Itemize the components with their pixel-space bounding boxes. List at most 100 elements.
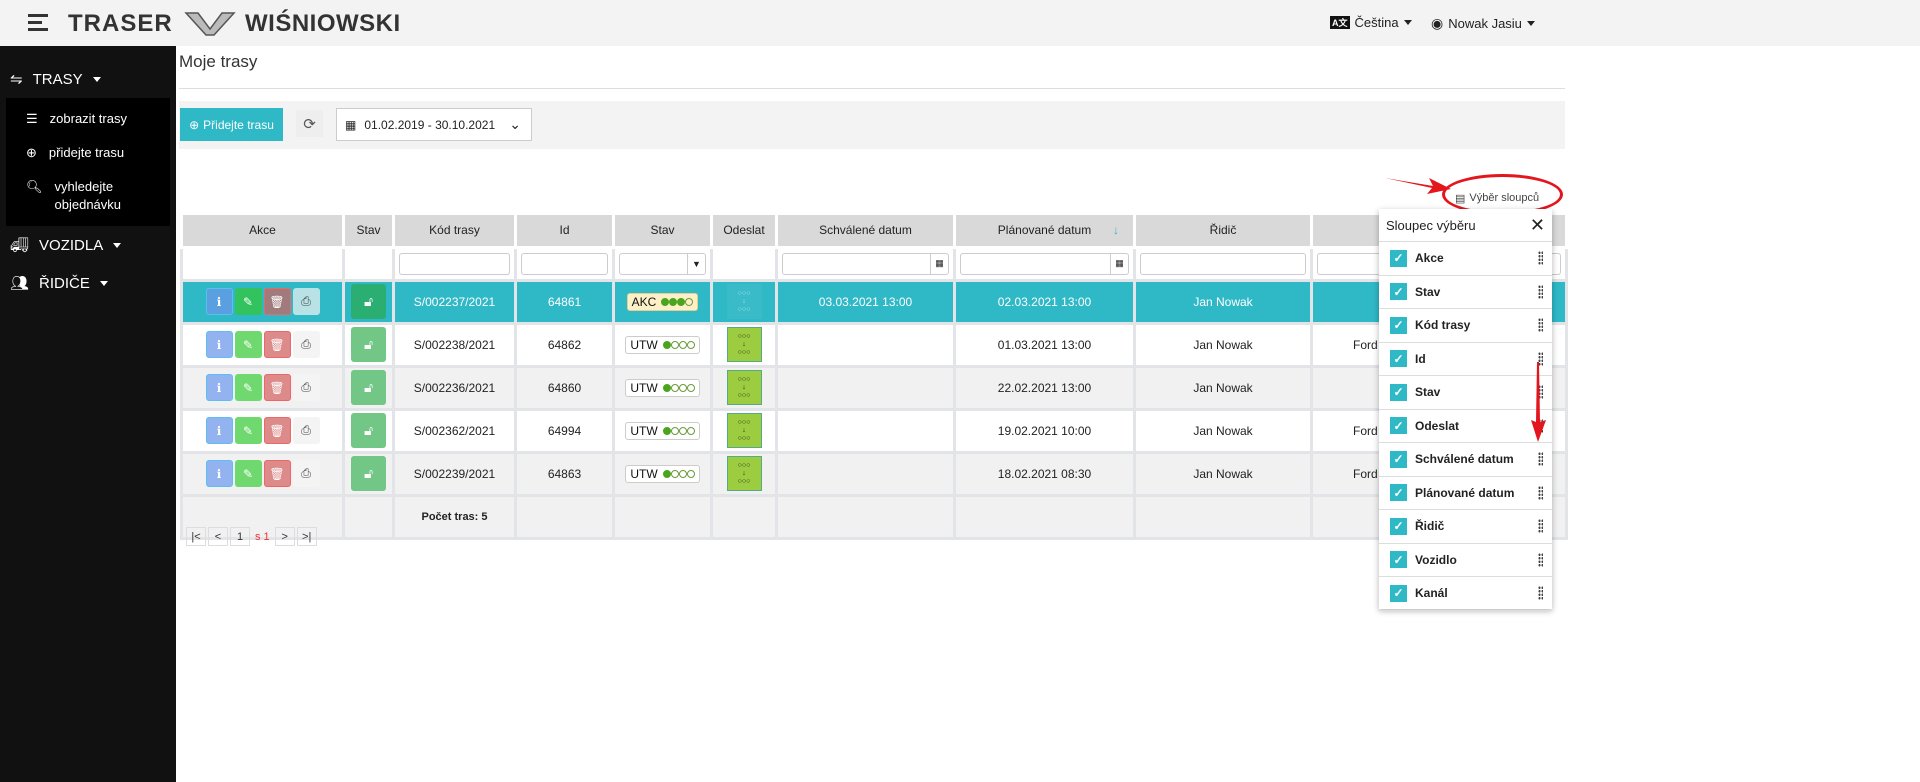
sidebar-item-trasy[interactable]: ⇋ TRASY	[0, 60, 176, 98]
column-header[interactable]: Id	[514, 215, 615, 249]
sidebar-item-zobrazit-trasy[interactable]: ☰ zobrazit trasy	[26, 111, 127, 126]
delete-button[interactable]: 🗑︎	[263, 374, 291, 401]
column-option[interactable]: ✓ Akce	[1379, 242, 1552, 276]
drag-handle-icon[interactable]	[1538, 251, 1543, 265]
table-row[interactable]: ℹ ✎ 🗑︎ ⎙ 🔓︎ S/002237/2021 64861 AKC ○○○ ↓ ○○○…	[180, 278, 1568, 325]
column-header[interactable]: Odeslat	[710, 215, 778, 249]
close-icon[interactable]: ✕	[1529, 214, 1545, 235]
column-option[interactable]: ✓ Plánované datum	[1379, 477, 1552, 510]
edit-button[interactable]: ✎	[234, 374, 262, 401]
info-button[interactable]: ℹ	[205, 288, 233, 315]
first-page-button[interactable]: |<	[186, 527, 206, 546]
column-header[interactable]: Kód trasy	[392, 215, 517, 249]
delete-button[interactable]: 🗑︎	[263, 288, 291, 315]
send-button[interactable]: ○○○ ↓ ○○○	[726, 456, 762, 492]
drag-handle-icon[interactable]	[1538, 586, 1543, 600]
checkbox-checked-icon[interactable]: ✓	[1390, 584, 1407, 602]
print-button[interactable]: ⎙	[292, 331, 320, 358]
drag-handle-icon[interactable]	[1538, 485, 1543, 500]
column-option[interactable]: ✓ Stav	[1379, 276, 1552, 309]
drag-handle-icon[interactable]	[1538, 385, 1543, 399]
page-input[interactable]: 1	[230, 527, 250, 546]
info-button[interactable]: ℹ	[205, 460, 233, 487]
print-button[interactable]: ⎙	[292, 460, 320, 487]
checkbox-checked-icon[interactable]: ✓	[1390, 283, 1407, 301]
column-option[interactable]: ✓ Odeslat	[1379, 410, 1552, 443]
next-page-button[interactable]: >	[274, 527, 295, 546]
checkbox-checked-icon[interactable]: ✓	[1390, 350, 1407, 368]
prev-page-button[interactable]: <	[208, 527, 228, 546]
table-row[interactable]: ℹ ✎ 🗑︎ ⎙ 🔓︎ S/002238/2021 64862 UTW ○○○ ↓ ○○○…	[180, 321, 1568, 368]
unlock-button[interactable]: 🔓︎	[351, 284, 386, 319]
add-route-button[interactable]: ⊕ Přidejte trasu	[180, 108, 283, 141]
print-button[interactable]: ⎙	[292, 417, 320, 444]
edit-button[interactable]: ✎	[234, 288, 262, 315]
drag-handle-icon[interactable]	[1538, 452, 1543, 466]
last-page-button[interactable]: >|	[296, 527, 317, 546]
info-button[interactable]: ℹ	[205, 417, 233, 444]
hamburger-menu-icon[interactable]	[28, 14, 48, 35]
info-button[interactable]: ℹ	[205, 374, 233, 401]
delete-button[interactable]: 🗑︎	[263, 331, 291, 358]
column-option[interactable]: ✓ Id	[1379, 343, 1552, 376]
checkbox-checked-icon[interactable]: ✓	[1390, 316, 1407, 334]
unlock-button[interactable]: 🔓︎	[351, 456, 386, 491]
send-button[interactable]: ○○○ ↓ ○○○	[726, 370, 762, 406]
send-button[interactable]: ○○○ ↓ ○○○	[726, 284, 762, 320]
info-button[interactable]: ℹ	[205, 331, 233, 358]
sidebar-item-vyhledejte-objednavku[interactable]: 🔍︎ vyhledejte objednávku	[26, 179, 122, 212]
filter-input[interactable]	[399, 252, 510, 275]
language-dropdown[interactable]: A文 Čeština	[1330, 15, 1412, 30]
checkbox-checked-icon[interactable]: ✓	[1390, 551, 1407, 569]
column-option[interactable]: ✓ Kód trasy	[1379, 309, 1552, 343]
unlock-button[interactable]: 🔓︎	[351, 370, 386, 405]
edit-button[interactable]: ✎	[234, 417, 262, 444]
column-header[interactable]: Řidič	[1133, 215, 1313, 249]
filter-input[interactable]: ▼	[619, 252, 706, 275]
sidebar-item-ridice[interactable]: 👥︎ ŘIDIČE	[0, 264, 176, 302]
column-option[interactable]: ✓ Stav	[1379, 376, 1552, 410]
column-header[interactable]: Stav	[342, 215, 395, 249]
filter-input[interactable]: ▦	[960, 252, 1129, 275]
column-header[interactable]: Stav	[612, 215, 713, 249]
column-option[interactable]: ✓ Řidič	[1379, 510, 1552, 544]
drag-handle-icon[interactable]	[1538, 284, 1543, 299]
edit-button[interactable]: ✎	[234, 460, 262, 487]
checkbox-checked-icon[interactable]: ✓	[1390, 249, 1407, 267]
checkbox-checked-icon[interactable]: ✓	[1390, 517, 1407, 535]
drag-handle-icon[interactable]	[1538, 318, 1543, 332]
send-button[interactable]: ○○○ ↓ ○○○	[726, 327, 762, 363]
edit-button[interactable]: ✎	[234, 331, 262, 358]
sidebar-item-vozidla[interactable]: 🚚︎ VOZIDLA	[0, 226, 176, 264]
checkbox-checked-icon[interactable]: ✓	[1390, 383, 1407, 401]
delete-button[interactable]: 🗑︎	[263, 417, 291, 444]
drag-handle-icon[interactable]	[1538, 351, 1543, 366]
unlock-button[interactable]: 🔓︎	[351, 413, 386, 448]
print-button[interactable]: ⎙	[292, 288, 320, 315]
filter-input[interactable]: ▦	[782, 252, 949, 275]
send-button[interactable]: ○○○ ↓ ○○○	[726, 413, 762, 449]
user-dropdown[interactable]: ◉ Nowak Jasiu	[1431, 15, 1535, 32]
delete-button[interactable]: 🗑︎	[263, 460, 291, 487]
column-option[interactable]: ✓ Kanál	[1379, 577, 1552, 611]
checkbox-checked-icon[interactable]: ✓	[1390, 417, 1407, 435]
drag-handle-icon[interactable]	[1538, 552, 1543, 567]
checkbox-checked-icon[interactable]: ✓	[1390, 450, 1407, 468]
table-row[interactable]: ℹ ✎ 🗑︎ ⎙ 🔓︎ S/002239/2021 64863 UTW ○○○ ↓ ○○○…	[180, 450, 1568, 497]
filter-input[interactable]	[1140, 252, 1306, 275]
column-header[interactable]: Schválené datum	[775, 215, 956, 249]
sidebar-item-pridejte-trasu[interactable]: ⊕ přidejte trasu	[26, 145, 125, 160]
filter-input[interactable]	[521, 252, 608, 275]
drag-handle-icon[interactable]	[1538, 519, 1543, 533]
refresh-button[interactable]: ⟳	[296, 110, 323, 137]
column-header[interactable]: Akce	[180, 215, 345, 249]
table-row[interactable]: ℹ ✎ 🗑︎ ⎙ 🔓︎ S/002236/2021 64860 UTW ○○○ ↓ ○○○…	[180, 364, 1568, 411]
date-range-picker[interactable]: ▦ 01.02.2019 - 30.10.2021 ⌄	[336, 108, 532, 141]
table-row[interactable]: ℹ ✎ 🗑︎ ⎙ 🔓︎ S/002362/2021 64994 UTW ○○○ ↓ ○○○…	[180, 407, 1568, 454]
unlock-button[interactable]: 🔓︎	[351, 327, 386, 362]
checkbox-checked-icon[interactable]: ✓	[1390, 484, 1407, 502]
print-button[interactable]: ⎙	[292, 374, 320, 401]
column-header[interactable]: Plánované datum ↓	[953, 215, 1136, 249]
column-option[interactable]: ✓ Schválené datum	[1379, 443, 1552, 477]
column-option[interactable]: ✓ Vozidlo	[1379, 544, 1552, 577]
